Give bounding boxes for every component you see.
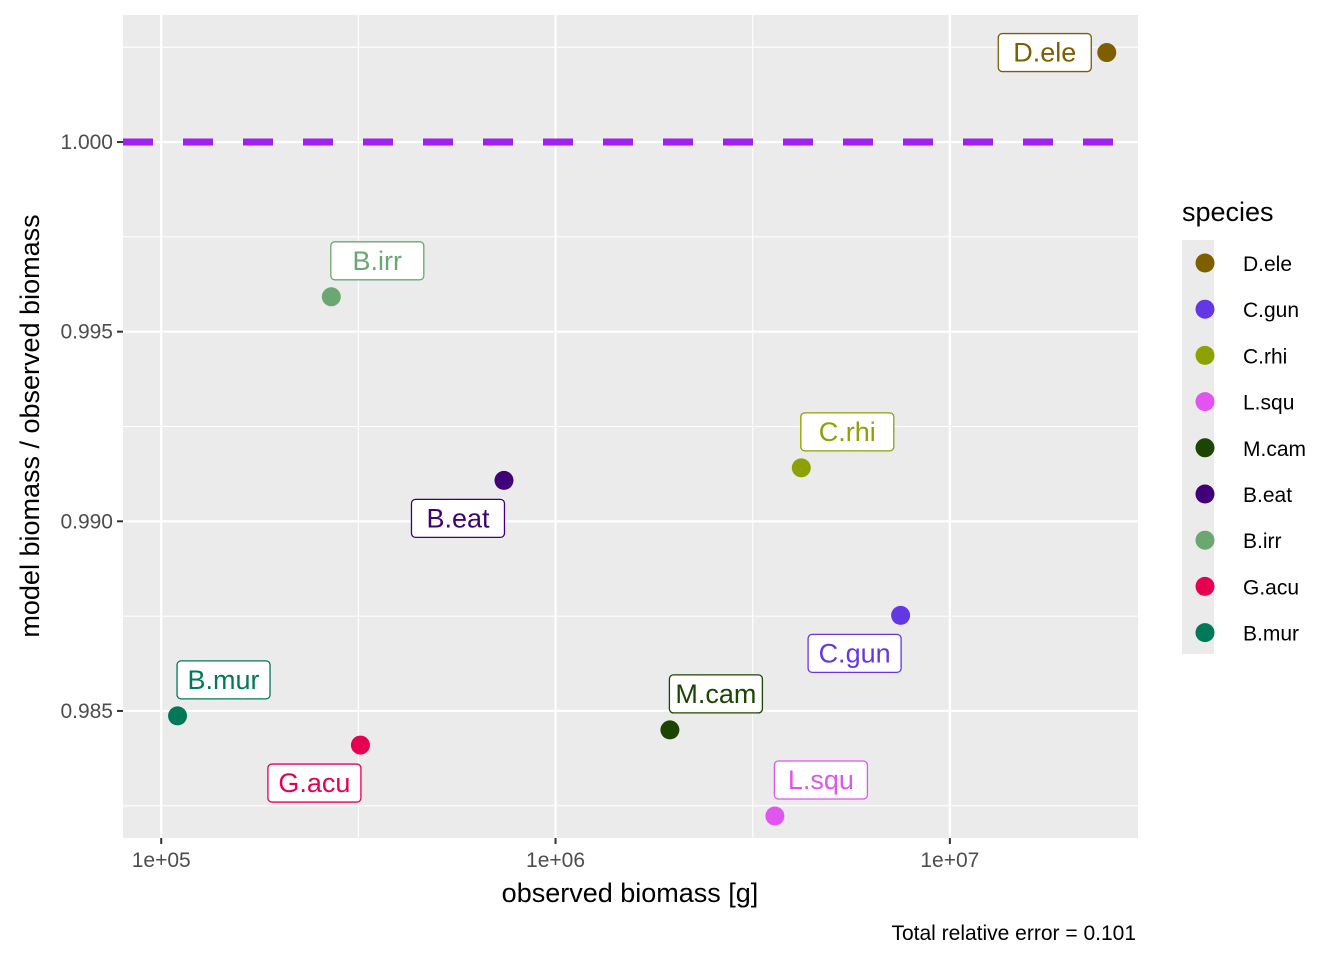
- grid: [123, 15, 1138, 838]
- y-tick-label: 0.995: [60, 321, 113, 344]
- label-text: C.rhi: [819, 417, 876, 447]
- point-l-squ: [765, 806, 785, 826]
- y-tick-label: 0.985: [60, 700, 113, 723]
- label-d-ele: D.ele: [997, 32, 1092, 73]
- legend-key-m-cam: [1195, 438, 1215, 458]
- label-box: [267, 763, 362, 803]
- label-text: D.ele: [1013, 38, 1076, 68]
- label-text: C.gun: [819, 638, 891, 668]
- label-box: [773, 760, 869, 800]
- label-box: [330, 241, 425, 281]
- label-text: G.acu: [278, 768, 350, 798]
- label-box: [410, 498, 506, 539]
- label-text: M.cam: [675, 679, 756, 709]
- x-tick-label: 1e+07: [920, 849, 979, 872]
- legend-label: D.ele: [1243, 253, 1292, 276]
- legend-label: C.gun: [1243, 299, 1299, 322]
- label-text: L.squ: [788, 765, 854, 795]
- legend-key-c-rhi: [1195, 345, 1215, 365]
- y-tick-label: 0.990: [60, 510, 113, 533]
- legend-label: M.cam: [1243, 438, 1306, 461]
- label-g-acu: G.acu: [267, 763, 362, 803]
- data-points: [168, 43, 1117, 826]
- x-tick-label: 1e+06: [526, 849, 585, 872]
- point-g-acu: [350, 735, 370, 755]
- label-box: [176, 660, 271, 700]
- y-axis-title: model biomass / observed biomass: [15, 214, 45, 637]
- legend-key-b-irr: [1195, 530, 1215, 550]
- legend-title: species: [1182, 197, 1274, 227]
- legend-key-l-squ: [1195, 392, 1215, 412]
- point-b-mur: [168, 706, 188, 726]
- legend-label: G.acu: [1243, 576, 1299, 599]
- label-c-gun: C.gun: [807, 633, 902, 674]
- x-tick-label: 1e+05: [132, 849, 191, 872]
- label-b-mur: B.mur: [176, 660, 271, 700]
- point-c-gun: [891, 605, 911, 625]
- x-axis-title: observed biomass [g]: [502, 878, 759, 908]
- legend-key-c-gun: [1195, 299, 1215, 319]
- label-m-cam: M.cam: [668, 674, 764, 714]
- label-text: B.irr: [353, 246, 403, 276]
- y-tick-label: 1.000: [60, 131, 113, 154]
- point-d-ele: [1097, 43, 1117, 63]
- point-m-cam: [660, 720, 680, 740]
- legend-label: C.rhi: [1243, 345, 1287, 368]
- legend-label: B.mur: [1243, 623, 1299, 646]
- point-c-rhi: [791, 458, 811, 478]
- label-text: B.mur: [188, 665, 260, 695]
- legend-key-b-eat: [1195, 484, 1215, 504]
- legend-key-b-mur: [1195, 623, 1215, 643]
- caption: Total relative error = 0.101: [891, 922, 1136, 945]
- label-b-eat: B.eat: [410, 498, 506, 539]
- legend-label: B.irr: [1243, 530, 1282, 553]
- label-box: [807, 633, 902, 674]
- point-labels: D.ele C.gun C.rhi L.squ M.cam B.eat B.irr G.acu…: [176, 32, 1092, 803]
- axes: 0.985 0.990 0.995 1.000 1e+05 1e+06 1e+07: [60, 131, 979, 872]
- label-c-rhi: C.rhi: [800, 412, 895, 452]
- label-box: [800, 412, 895, 452]
- point-b-eat: [494, 470, 514, 490]
- point-b-irr: [321, 287, 341, 307]
- legend: species D.ele C.gun C.rhi L.squ M.cam B.eat B.…: [1182, 197, 1306, 654]
- label-l-squ: L.squ: [773, 760, 869, 800]
- legend-label: L.squ: [1243, 392, 1294, 415]
- label-b-irr: B.irr: [330, 241, 425, 281]
- label-text: B.eat: [426, 503, 490, 533]
- label-box: [997, 32, 1092, 73]
- legend-key-d-ele: [1195, 253, 1215, 273]
- legend-label: B.eat: [1243, 484, 1292, 507]
- legend-key-g-acu: [1195, 576, 1215, 596]
- label-box: [668, 674, 764, 714]
